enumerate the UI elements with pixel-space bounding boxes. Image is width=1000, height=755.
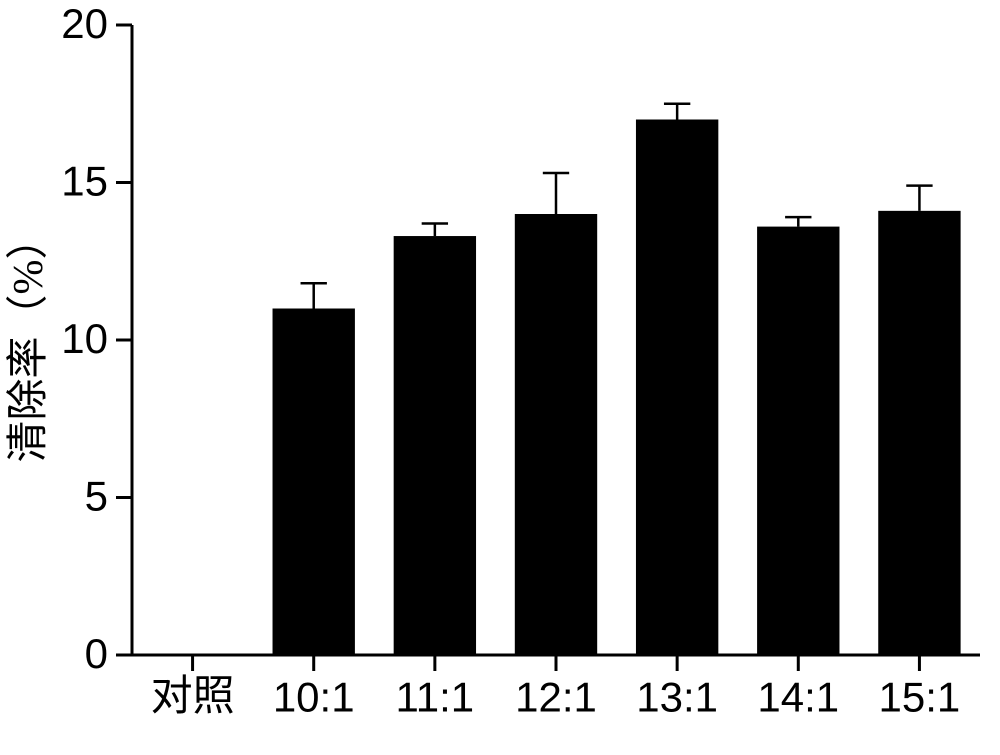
bar (757, 227, 839, 655)
bar (515, 214, 597, 655)
y-axis-label: 清除率（%） (5, 218, 52, 463)
y-tick-label: 10 (61, 315, 108, 362)
x-tick-label: 15:1 (879, 673, 961, 720)
x-tick-label: 对照 (151, 674, 235, 720)
x-tick-label: 10:1 (273, 673, 355, 720)
x-tick-label: 14:1 (757, 673, 839, 720)
bar (636, 120, 718, 656)
chart-container: 0 5 10 15 20 对照 10:1 11:1 12:1 13:1 14:1 15:1 清除率（%） (0, 0, 1000, 755)
bar (878, 211, 960, 655)
bar (394, 236, 476, 655)
y-tick-label: 15 (61, 158, 108, 205)
y-tick-label: 5 (85, 473, 108, 520)
x-tick-label: 13:1 (636, 673, 718, 720)
y-tick-label: 0 (85, 630, 108, 677)
chart-svg: 0 5 10 15 20 对照 10:1 11:1 12:1 13:1 14:1 15:1 清除率（%） (0, 0, 1000, 755)
bar (273, 309, 355, 656)
x-tick-label: 11:1 (396, 673, 475, 720)
y-tick-label: 20 (61, 0, 108, 47)
x-tick-label: 12:1 (515, 673, 597, 720)
